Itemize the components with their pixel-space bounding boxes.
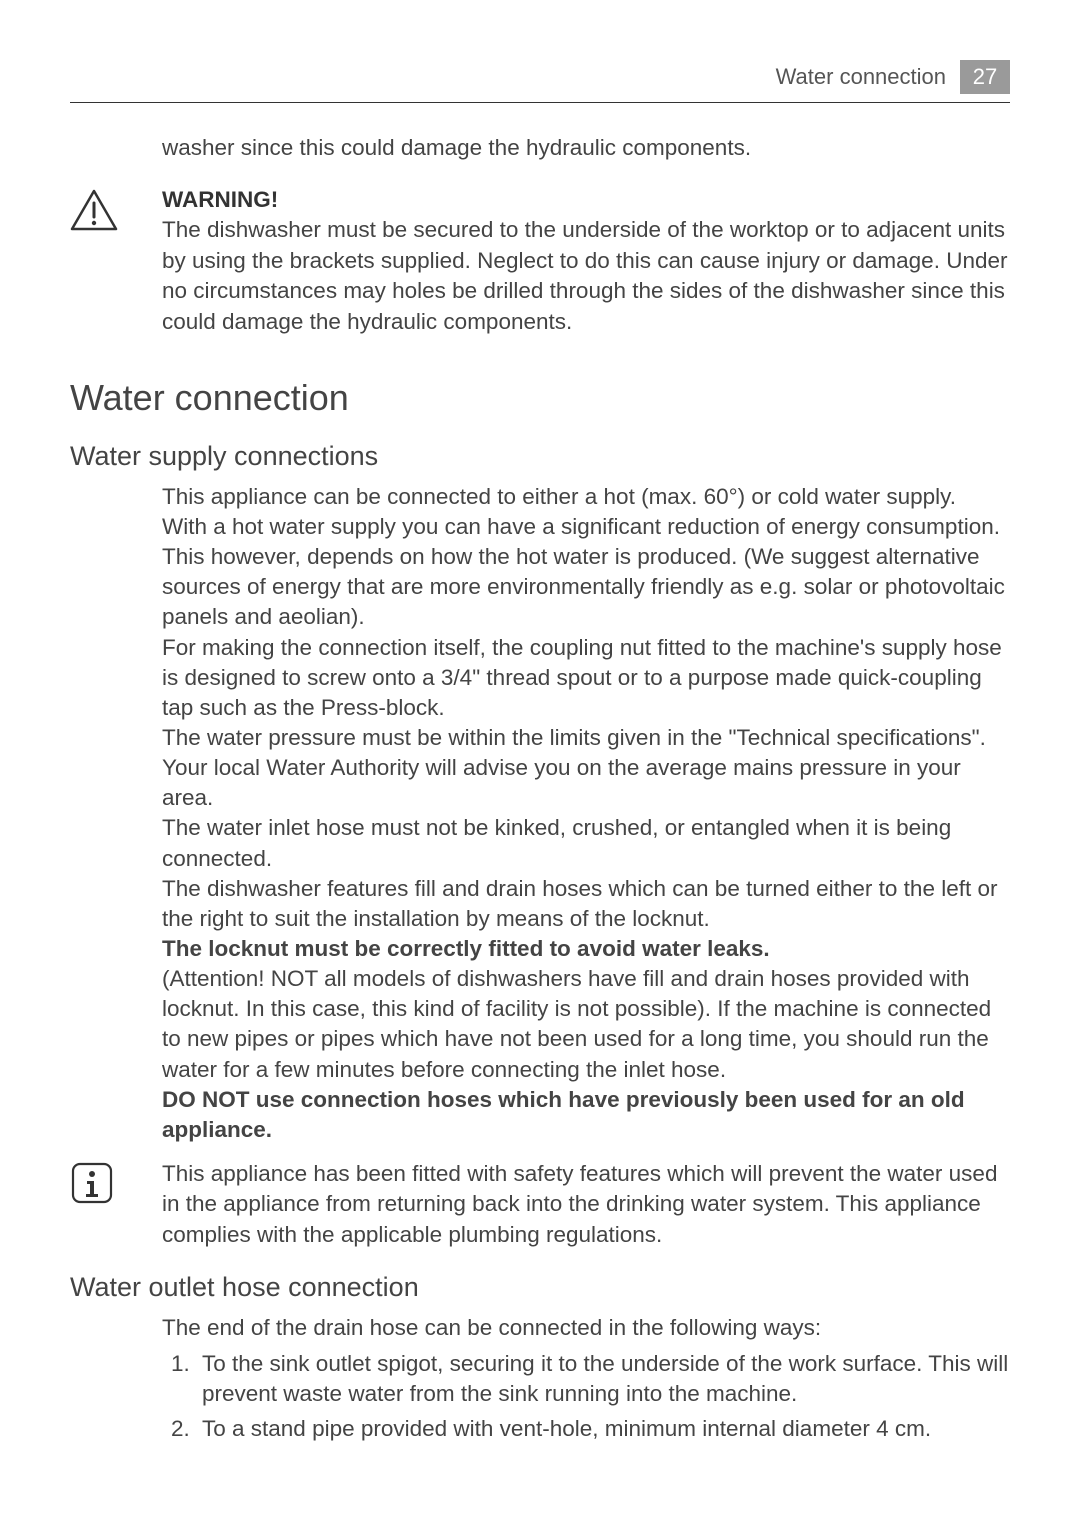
supply-p5: The water inlet hose must not be kinked,… (162, 815, 951, 870)
warning-body: The dishwasher must be secured to the un… (162, 215, 1010, 337)
page-header: Water connection 27 (70, 60, 1010, 103)
warning-title: WARNING! (162, 187, 1010, 213)
supply-paragraphs: This appliance can be connected to eithe… (162, 482, 1010, 1145)
supply-p1: This appliance can be connected to eithe… (162, 484, 956, 509)
supply-p2: With a hot water supply you can have a s… (162, 514, 1005, 629)
info-block: This appliance has been fitted with safe… (70, 1159, 1010, 1250)
info-icon (70, 1159, 162, 1205)
outlet-item-1: To the sink outlet spigot, securing it t… (196, 1349, 1010, 1409)
warning-content: WARNING! The dishwasher must be secured … (162, 187, 1010, 337)
info-body: This appliance has been fitted with safe… (162, 1159, 1010, 1250)
supply-p3: For making the connection itself, the co… (162, 635, 1002, 720)
page: Water connection 27 washer since this co… (0, 0, 1080, 1508)
section-heading: Water connection (70, 377, 1010, 419)
continued-paragraph: washer since this could damage the hydra… (162, 133, 1010, 163)
header-section-title: Water connection (776, 64, 946, 90)
outlet-item-2: To a stand pipe provided with vent-hole,… (196, 1414, 1010, 1444)
supply-p4: The water pressure must be within the li… (162, 725, 986, 810)
outlet-list: To the sink outlet spigot, securing it t… (162, 1349, 1010, 1443)
warning-block: WARNING! The dishwasher must be secured … (70, 187, 1010, 337)
supply-p7: (Attention! NOT all models of dishwasher… (162, 966, 991, 1081)
supply-bold2: DO NOT use connection hoses which have p… (162, 1087, 965, 1142)
outlet-heading: Water outlet hose connection (70, 1272, 1010, 1303)
page-number: 27 (960, 60, 1010, 94)
warning-icon (70, 187, 162, 231)
supply-p6: The dishwasher features fill and drain h… (162, 876, 997, 931)
supply-bold1: The locknut must be correctly fitted to … (162, 936, 770, 961)
supply-heading: Water supply connections (70, 441, 1010, 472)
outlet-intro: The end of the drain hose can be connect… (162, 1313, 1010, 1343)
